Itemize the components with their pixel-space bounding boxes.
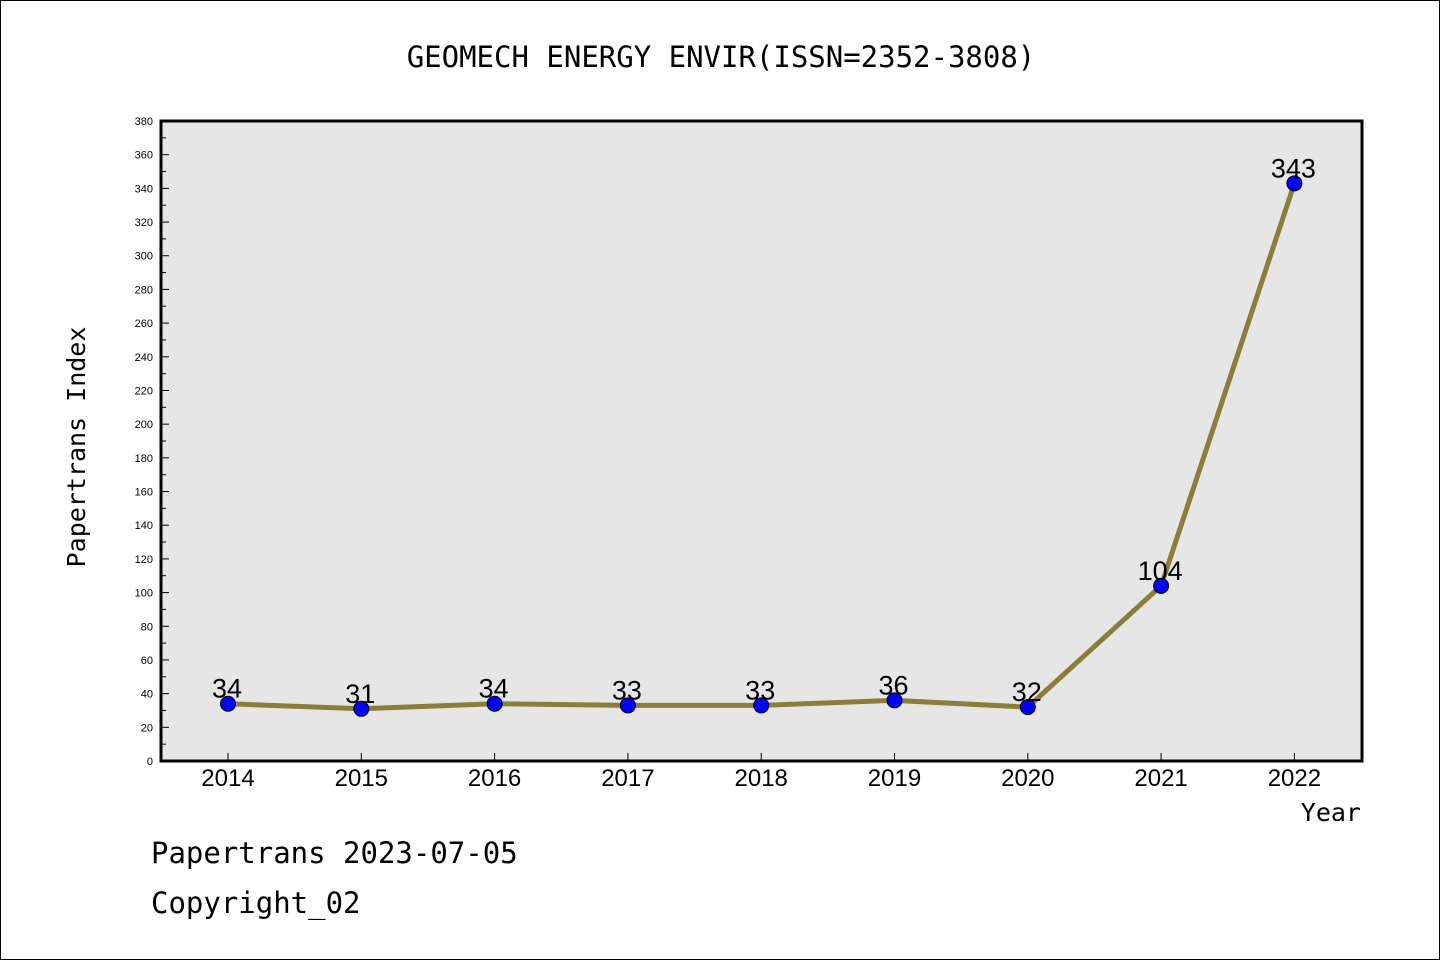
y-tick-label: 380 [135,116,153,128]
data-point [353,700,370,717]
data-label: 36 [878,670,908,700]
y-tick-label: 20 [141,722,153,734]
data-point [486,695,503,712]
y-tick-label: 280 [135,284,153,296]
plot-area [159,119,1364,763]
y-tick-label: 220 [135,385,153,397]
x-tick-label: 2015 [335,765,388,792]
data-label: 343 [1271,153,1316,183]
x-tick-label: 2017 [601,765,654,792]
y-tick-label: 60 [141,655,153,667]
y-tick-label: 140 [135,520,153,532]
y-tick-label: 360 [135,150,153,162]
y-axis: 0 20 40 60 80 100 120 140 160 180 200 220 240 260 280 3… [135,116,169,768]
data-label: 33 [612,675,642,705]
data-labels: 34 31 34 33 33 36 32 104 343 [212,153,1316,708]
chart-title: GEOMECH ENERGY ENVIR(ISSN=2352-3808) [407,40,1036,74]
y-tick-label: 260 [135,318,153,330]
x-axis: 2014 2015 2016 2017 2018 2019 2020 2021 2022 [201,753,1321,792]
x-tick-label: 2014 [201,765,254,792]
y-tick-label: 300 [135,251,153,263]
y-tick-label: 340 [135,183,153,195]
y-tick-label: 100 [135,588,153,600]
x-tick-label: 2021 [1134,765,1187,792]
data-point [220,695,236,712]
footer-date: Papertrans 2023-07-05 [151,836,518,870]
x-axis-label: Year [1301,798,1361,827]
x-tick-label: 2022 [1268,765,1321,792]
data-label: 34 [212,674,242,704]
x-tick-label: 2020 [1001,765,1054,792]
x-tick-label: 2016 [468,765,521,792]
data-point [1019,699,1036,716]
y-tick-label: 200 [135,419,153,431]
data-point [619,697,636,714]
data-point [886,692,903,709]
data-label: 31 [345,679,375,709]
data-point [1153,577,1170,594]
y-axis-label: Papertrans Index [62,327,91,568]
y-tick-label: 120 [135,554,153,566]
data-label: 34 [479,674,509,704]
data-label: 33 [745,675,775,705]
x-tick-label: 2018 [735,765,788,792]
footer-copyright: Copyright_02 [151,886,361,920]
data-markers [220,175,1303,717]
data-label: 32 [1012,677,1042,707]
data-label: 104 [1138,556,1183,586]
y-tick-label: 80 [141,621,153,633]
x-tick-label: 2019 [868,765,921,792]
y-tick-label: 320 [135,217,153,229]
y-tick-label: 0 [147,756,153,768]
y-tick-label: 160 [135,487,153,499]
y-tick-label: 240 [135,352,153,364]
y-tick-label: 180 [135,453,153,465]
y-tick-label: 40 [141,689,153,701]
data-point [1286,175,1303,192]
data-point [753,697,770,714]
